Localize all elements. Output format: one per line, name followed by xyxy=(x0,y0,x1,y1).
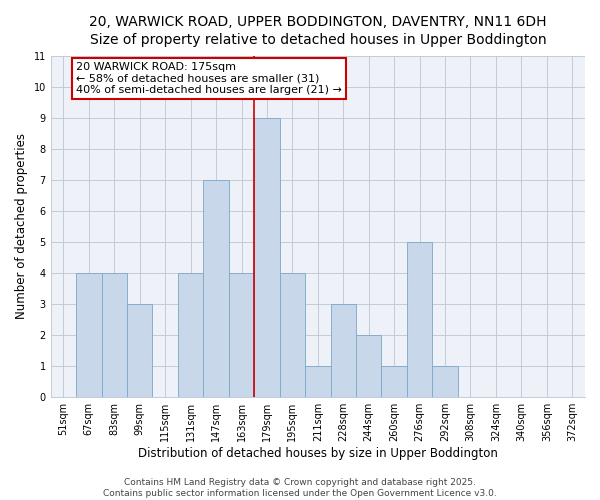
Bar xyxy=(178,273,203,397)
Y-axis label: Number of detached properties: Number of detached properties xyxy=(15,134,28,320)
Bar xyxy=(101,273,127,397)
Text: 20 WARWICK ROAD: 175sqm
← 58% of detached houses are smaller (31)
40% of semi-de: 20 WARWICK ROAD: 175sqm ← 58% of detache… xyxy=(76,62,342,95)
Bar xyxy=(254,118,280,397)
X-axis label: Distribution of detached houses by size in Upper Boddington: Distribution of detached houses by size … xyxy=(138,447,498,460)
Bar xyxy=(76,273,101,397)
Bar xyxy=(305,366,331,397)
Text: Contains HM Land Registry data © Crown copyright and database right 2025.
Contai: Contains HM Land Registry data © Crown c… xyxy=(103,478,497,498)
Bar xyxy=(229,273,254,397)
Bar xyxy=(433,366,458,397)
Bar xyxy=(127,304,152,397)
Bar xyxy=(382,366,407,397)
Bar xyxy=(203,180,229,397)
Bar xyxy=(331,304,356,397)
Title: 20, WARWICK ROAD, UPPER BODDINGTON, DAVENTRY, NN11 6DH
Size of property relative: 20, WARWICK ROAD, UPPER BODDINGTON, DAVE… xyxy=(89,15,547,48)
Bar xyxy=(356,335,382,397)
Bar xyxy=(280,273,305,397)
Bar xyxy=(407,242,433,397)
